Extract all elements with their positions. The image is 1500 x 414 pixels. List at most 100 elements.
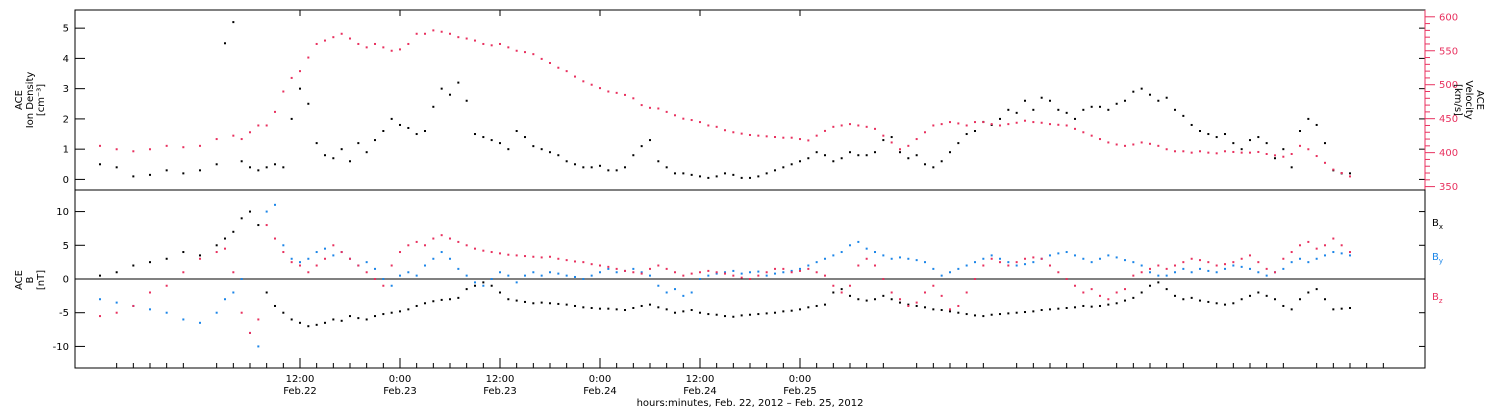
by-point <box>290 257 293 260</box>
density-point <box>999 117 1001 120</box>
density-point <box>232 21 235 24</box>
bx-point <box>890 298 893 301</box>
bx-point <box>757 313 760 316</box>
velocity-point <box>215 138 218 141</box>
density-point <box>1049 99 1051 102</box>
by-point <box>824 257 826 260</box>
bz-point <box>1224 263 1226 266</box>
bottom-ylabel-line1: ACE <box>14 270 25 290</box>
by-point <box>1349 254 1351 257</box>
density-point <box>1249 139 1251 142</box>
by-point <box>382 278 385 280</box>
bx-point <box>507 298 510 301</box>
bz-point <box>199 257 201 260</box>
bz-point <box>899 298 901 301</box>
velocity-point <box>99 144 101 147</box>
bx-point <box>740 314 743 317</box>
bz-point <box>699 271 701 274</box>
by-point <box>1340 252 1343 255</box>
bz-point <box>874 264 876 267</box>
density-point <box>732 173 735 176</box>
bx-point <box>1299 298 1301 301</box>
by-point <box>165 311 168 314</box>
bz-point <box>449 237 451 240</box>
velocity-point <box>915 138 918 141</box>
density-point <box>849 151 851 154</box>
bz-point <box>490 251 493 254</box>
velocity-point <box>582 80 585 83</box>
by-point <box>665 291 668 294</box>
density-point <box>915 154 918 157</box>
velocity-point <box>899 148 901 151</box>
by-point <box>1257 271 1260 274</box>
bx-point <box>1307 291 1310 294</box>
by-point <box>924 261 926 264</box>
by-point <box>274 203 276 206</box>
bz-point <box>799 269 801 272</box>
bx-point <box>865 299 868 302</box>
top-y-axis-ticks: 0 1 2 3 4 5 <box>63 24 1425 186</box>
bz-point <box>399 251 401 254</box>
bz-point <box>765 271 768 274</box>
bz-point <box>357 264 360 267</box>
bz-point <box>240 311 243 314</box>
by-point <box>757 270 760 273</box>
bz-point <box>1249 254 1251 257</box>
velocity-point <box>1065 124 1068 127</box>
velocity-point <box>257 124 260 127</box>
bx-point <box>540 301 543 304</box>
density-point <box>1349 172 1351 175</box>
bx-point <box>665 308 668 311</box>
density-point <box>940 160 943 163</box>
bz-point <box>824 274 826 277</box>
by-point <box>874 251 876 254</box>
by-point <box>715 272 718 275</box>
by-point <box>740 272 743 275</box>
bz-point <box>1107 298 1110 301</box>
bx-point <box>482 281 485 284</box>
top-y2-axis-ticks: 350 400 450 500 550 600 <box>1425 12 1458 193</box>
density-point <box>115 166 118 169</box>
bz-point <box>299 264 301 267</box>
bz-point <box>690 272 693 275</box>
velocity-point <box>1107 141 1110 144</box>
by-point <box>1224 267 1226 270</box>
bz-point <box>840 291 843 294</box>
by-point <box>524 274 526 277</box>
top-ytick-label: 2 <box>63 114 69 125</box>
top-panel: 0 1 2 3 4 5 350 400 450 500 550 600 ACE Ion Densit… <box>14 9 1485 193</box>
bz-point <box>849 284 851 287</box>
velocity-point <box>132 150 135 153</box>
velocity-point <box>232 134 235 137</box>
by-point <box>790 269 793 272</box>
velocity-point <box>1315 155 1318 158</box>
by-point <box>549 271 551 274</box>
density-point <box>299 87 301 90</box>
density-point <box>1165 96 1168 99</box>
bx-point <box>1149 284 1151 287</box>
density-point <box>1290 166 1293 169</box>
velocity-point <box>282 90 285 93</box>
by-point <box>649 274 651 277</box>
bx-point <box>457 296 460 299</box>
bx-point <box>965 313 968 316</box>
by-point <box>565 274 568 277</box>
bx-point <box>490 284 493 287</box>
velocity-point <box>1249 151 1251 154</box>
bottom-ytick-label: 10 <box>56 207 69 218</box>
bz-point <box>224 247 226 250</box>
bz-point <box>740 276 743 279</box>
density-point <box>549 151 551 154</box>
by-point <box>265 210 268 213</box>
by-point <box>390 284 393 287</box>
velocity-point <box>307 56 310 59</box>
by-point <box>974 261 976 264</box>
velocity-point <box>890 141 893 144</box>
bx-point <box>349 315 351 318</box>
bx-point <box>1140 291 1143 294</box>
density-point <box>890 136 893 139</box>
density-point <box>1324 142 1326 145</box>
bx-point <box>632 306 635 309</box>
bx-point <box>382 313 385 316</box>
velocity-point <box>740 132 743 135</box>
